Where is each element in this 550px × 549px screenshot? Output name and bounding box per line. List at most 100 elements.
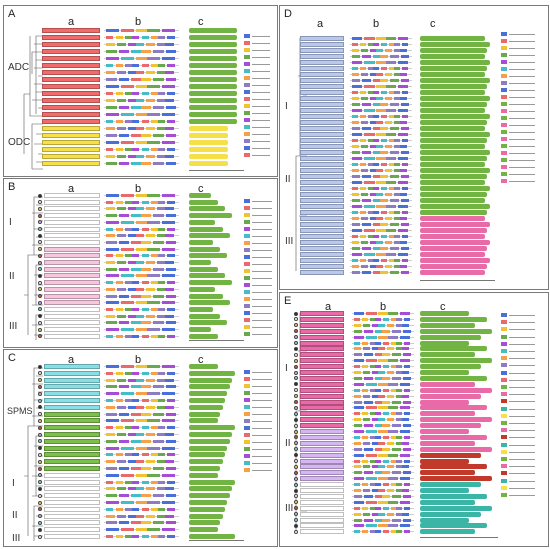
motif-box [363,394,370,398]
motif-box [368,43,374,46]
motif-box [141,254,149,258]
domain-bar [420,72,485,77]
motif-box [106,487,115,491]
motif-box [116,378,126,382]
motif-box [394,91,400,94]
gene-label-box [44,418,100,424]
motif-box [167,535,175,538]
domain-bar [420,240,490,245]
gene-label-box [42,42,100,47]
motif-box [118,78,129,81]
motif-box [127,514,137,518]
domain-bar [420,493,487,499]
legend-swatch [244,325,250,329]
legend-swatch [244,234,250,238]
motif-box [385,73,392,76]
motif-box [106,467,117,470]
motif-box [157,234,166,238]
domain-bar [420,138,488,143]
motif-box [106,127,115,130]
motif-box [146,314,156,318]
domain-bar [420,132,490,137]
motif-box [141,148,149,151]
axis-d [420,280,495,281]
domain-bar [189,452,225,458]
motif-box [374,376,383,380]
gene-label-box [44,513,100,519]
domain-bar [189,219,216,225]
gene-label-box [300,523,344,529]
motif-box [372,465,379,469]
motif-box [368,163,374,166]
motif-box [135,365,149,368]
motif-box [125,254,133,258]
species-marker [294,329,298,334]
motif-box [147,29,161,32]
motif-box [147,220,161,224]
motif-box [360,259,366,262]
motif-box [153,412,164,416]
motif-box [385,241,392,244]
motif-box [131,521,142,525]
legend-entry-text [509,104,535,105]
motif-box [376,97,383,100]
motif-box [135,419,149,423]
gene-label-box [300,440,344,446]
legend-swatch [501,123,507,127]
motif-box [402,489,409,492]
domain-bar [189,273,225,279]
domain-bar [189,56,237,61]
group-i: I [285,101,288,112]
motif-box [135,287,145,291]
motif-box [167,453,175,457]
motif-box [389,259,395,262]
species-marker [294,388,298,393]
motif-box [131,64,140,67]
legend-swatch [501,341,507,346]
motif-box [120,528,134,532]
motif-box [153,134,164,137]
motif-box [402,353,411,357]
legend-entry-text [509,322,535,324]
motif-box [167,426,175,430]
legend-swatch [244,377,250,381]
motif-box [162,446,176,450]
motif-box [167,480,175,484]
domain-bar [189,466,221,471]
legend-entry-text [509,437,535,439]
domain-bar [420,264,488,269]
motif-box [354,518,363,522]
motif-box [167,399,175,402]
motif-box [394,193,401,196]
domain-bar [189,266,218,272]
motif-box [364,494,373,498]
legend-swatch [501,493,507,497]
motif-box [120,274,134,278]
gene-label-box [44,199,100,205]
motif-box [106,301,119,305]
motif-box [135,220,149,224]
legend-entry-text [509,415,535,417]
motif-box [127,71,137,74]
gene-label-box [42,147,100,152]
panel-b: B a b c I II III [3,178,278,348]
motif-box [146,71,156,74]
motif-box [140,294,151,298]
motif-box [153,106,164,109]
legend-swatch [244,48,250,52]
motif-box [118,521,129,525]
motif-box [120,301,134,305]
species-marker [294,453,298,458]
motif-box [366,406,377,410]
motif-box [165,155,174,158]
motif-box [372,394,379,398]
motif-box [135,274,149,278]
motif-box [151,281,159,285]
motif-box [106,494,117,498]
motif-box [147,194,161,197]
motif-box [354,317,360,321]
species-marker [38,300,42,305]
domain-bar [189,246,221,252]
domain-bar [420,470,475,476]
domain-bar [420,90,485,95]
